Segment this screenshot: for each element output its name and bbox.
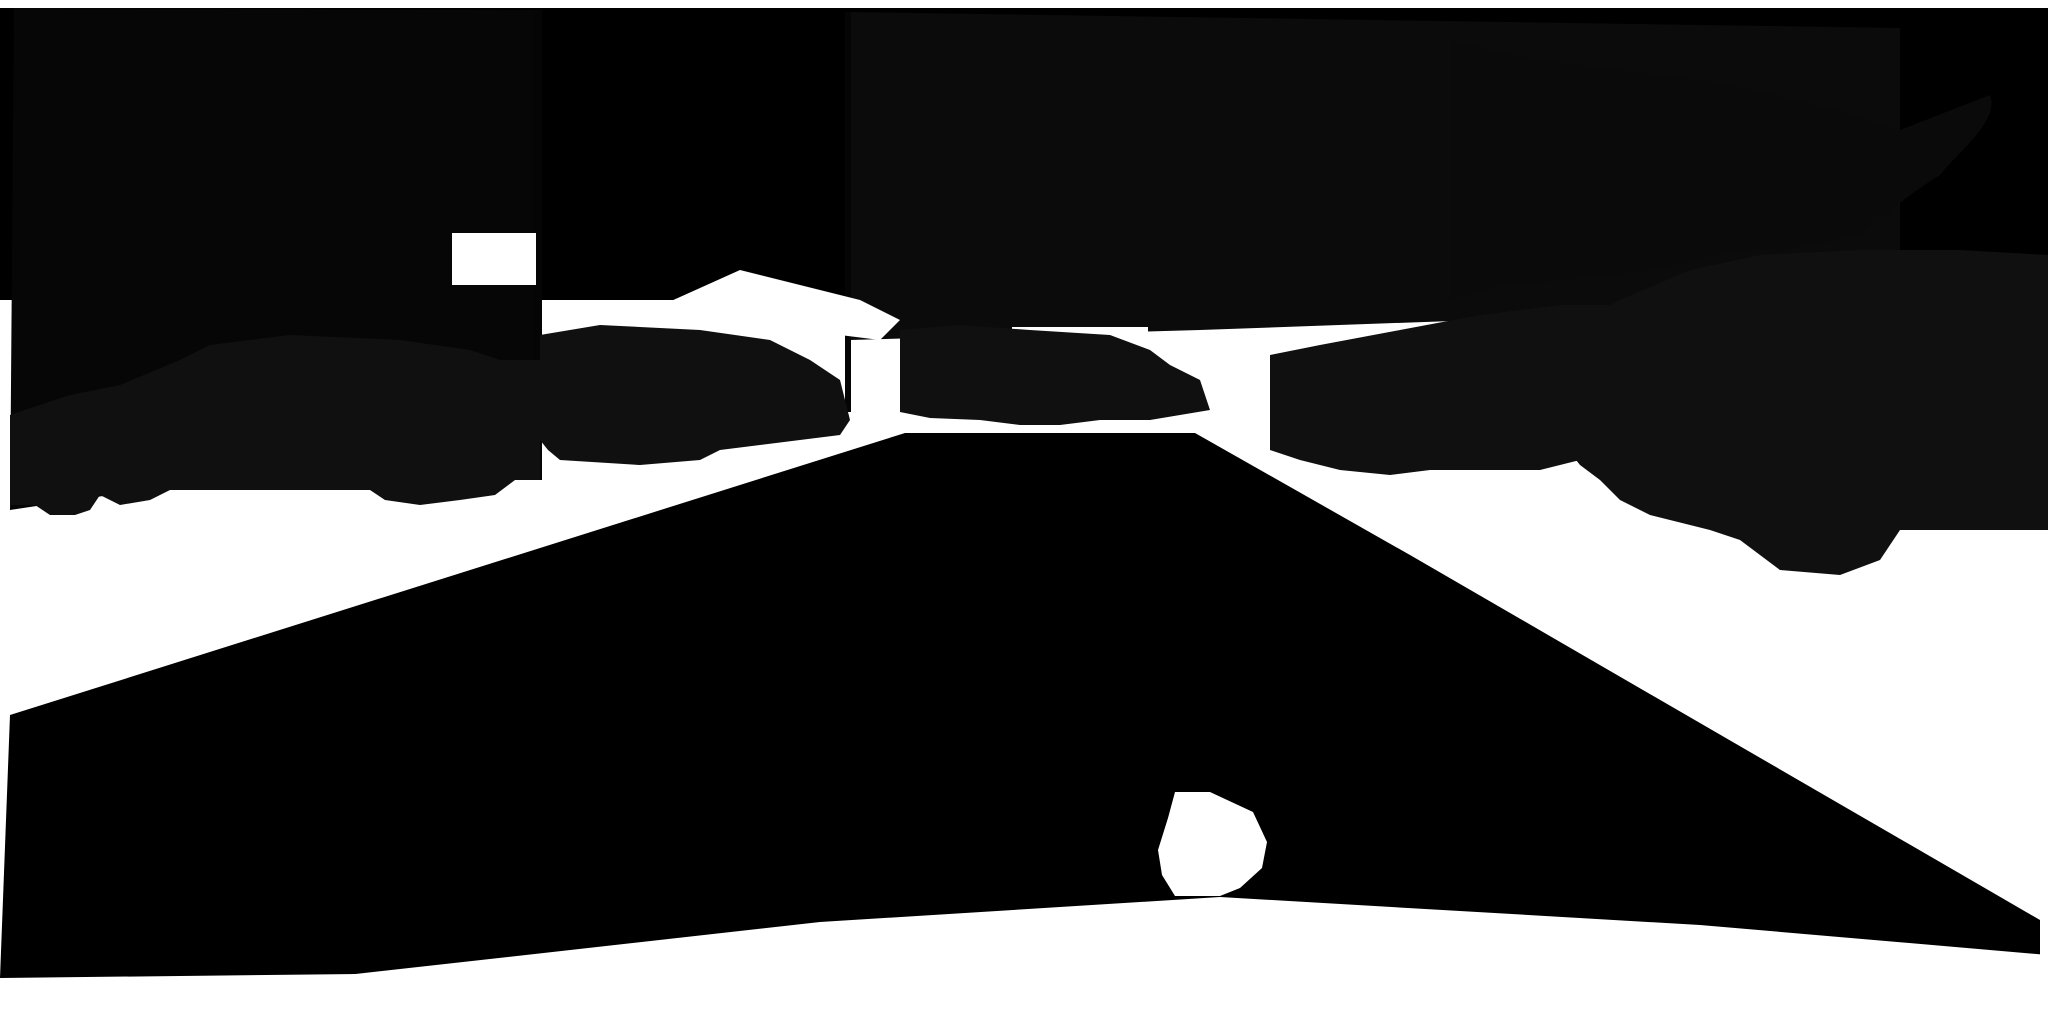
road-surface [0,433,2040,978]
hood-ornament [1158,792,1267,896]
ego-hood [0,897,2048,1024]
car-left [10,335,540,515]
pole-left [534,10,542,480]
truck-right [1560,250,2048,575]
pole-center [845,12,851,412]
trees-right [1450,40,1992,300]
sign-left [452,233,536,285]
van-left [540,325,850,465]
cars-center [900,325,1210,425]
structure-left-horizon [640,270,900,340]
